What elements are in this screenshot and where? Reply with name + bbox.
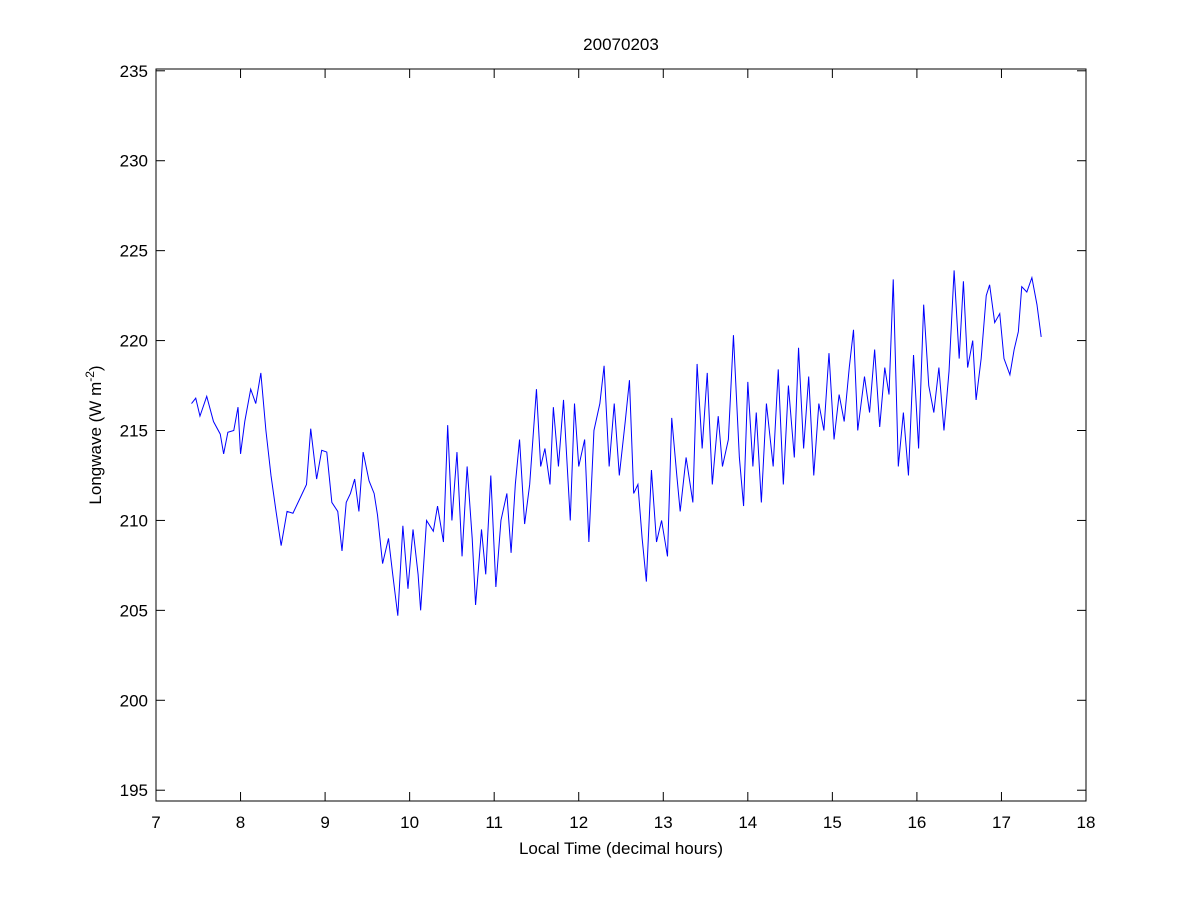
chart-title: 20070203 <box>583 35 659 54</box>
y-tick-label: 215 <box>120 422 148 441</box>
y-tick-label: 195 <box>120 781 148 800</box>
x-tick-label: 16 <box>907 813 926 832</box>
x-tick-label: 10 <box>400 813 419 832</box>
x-tick-label: 12 <box>569 813 588 832</box>
x-tick-label: 13 <box>654 813 673 832</box>
plot-area <box>155 68 1087 802</box>
y-tick-label: 220 <box>120 332 148 351</box>
x-tick-label: 7 <box>151 813 160 832</box>
data-line <box>191 270 1042 616</box>
y-axis-label-text: Longwave (W m <box>86 382 105 505</box>
x-tick-label: 17 <box>992 813 1011 832</box>
x-tick-label: 15 <box>823 813 842 832</box>
x-tick-label: 14 <box>738 813 757 832</box>
y-tick-label: 235 <box>120 62 148 81</box>
x-tick-label: 11 <box>485 813 503 832</box>
x-axis-label: Local Time (decimal hours) <box>519 839 723 858</box>
y-axis-label-superscript: -2 <box>83 371 97 382</box>
x-tick-label: 9 <box>320 813 329 832</box>
y-tick-label: 205 <box>120 601 148 620</box>
x-tick-label: 8 <box>236 813 245 832</box>
x-tick-label: 18 <box>1077 813 1096 832</box>
y-tick-label: 225 <box>120 242 148 261</box>
y-axis-label-suffix: ) <box>86 365 105 371</box>
y-tick-label: 200 <box>120 691 148 710</box>
y-tick-label: 230 <box>120 152 148 171</box>
y-tick-label: 210 <box>120 511 148 530</box>
y-axis-label: Longwave (W m-2) <box>83 365 105 504</box>
